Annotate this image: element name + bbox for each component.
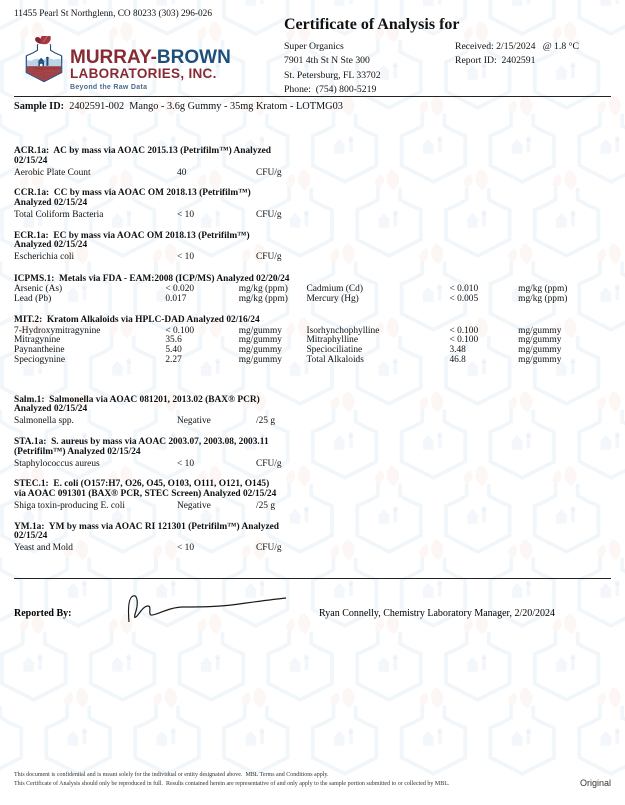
svg-text:Beyond the Raw Data: Beyond the Raw Data [70, 84, 147, 91]
svg-text:MURRAY-BROWN: MURRAY-BROWN [70, 47, 231, 68]
svg-text:LABORATORIES, INC.: LABORATORIES, INC. [70, 66, 217, 81]
